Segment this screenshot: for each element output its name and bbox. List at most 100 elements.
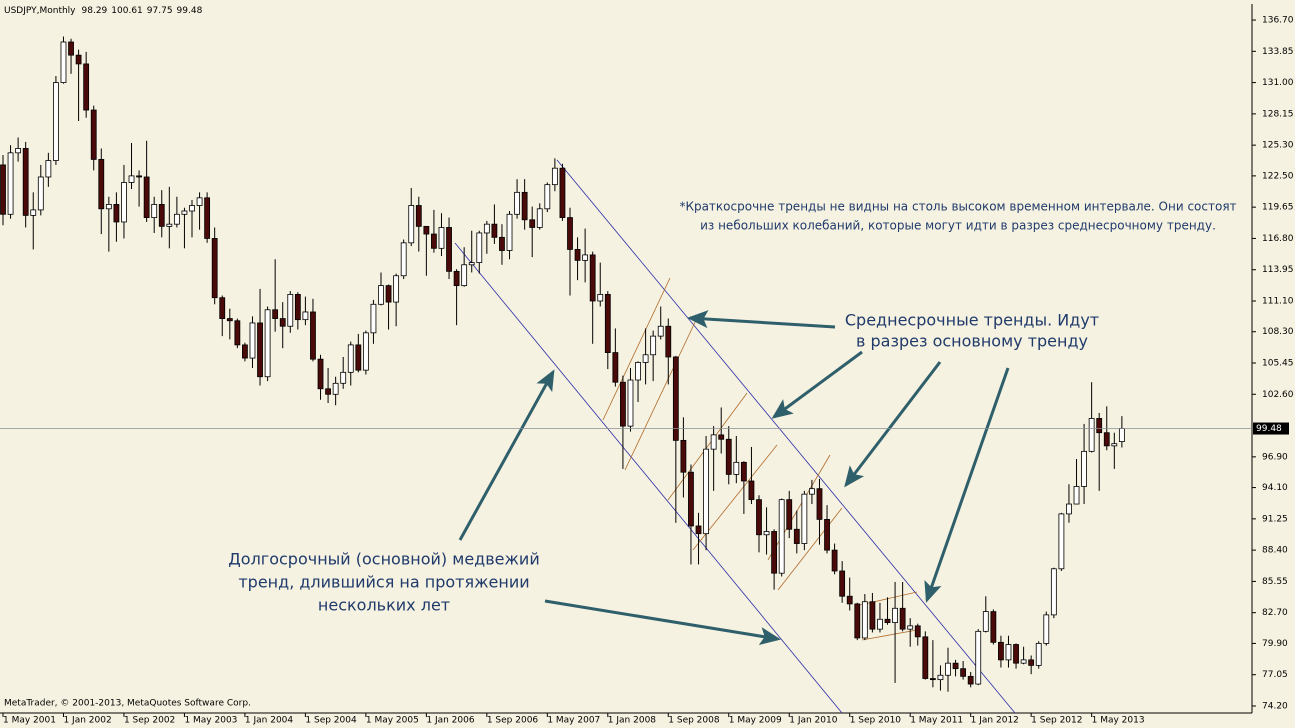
candle-body	[688, 471, 694, 527]
candle-body	[385, 285, 392, 303]
y-tick-label: 105.45	[1262, 359, 1294, 369]
y-tick-label: 77.05	[1262, 670, 1288, 680]
candle-body	[793, 528, 800, 544]
x-tick-label: 1 May 2005	[366, 716, 419, 726]
candle-body	[325, 388, 331, 395]
candle-body	[242, 344, 248, 359]
candle-body	[665, 325, 672, 358]
sub-channel-line	[861, 629, 918, 641]
candle-body	[143, 176, 150, 218]
candle-body	[158, 204, 165, 227]
candle-body	[642, 354, 649, 363]
symbol-title: USDJPY,Monthly	[4, 6, 76, 16]
candle-body	[778, 499, 785, 574]
arrow	[844, 361, 942, 488]
candle-body	[68, 41, 74, 56]
candle-body	[400, 242, 407, 277]
candle-body	[1103, 432, 1110, 447]
candle-body	[1081, 450, 1087, 487]
candle-body	[740, 461, 747, 482]
candle-body	[189, 205, 195, 212]
candle-body	[695, 525, 702, 535]
candle-body	[620, 381, 626, 427]
x-tick-label: 1 May 2009	[729, 716, 782, 726]
candle-body	[151, 204, 158, 218]
candle-body	[574, 249, 581, 261]
candle-body	[408, 205, 415, 244]
x-tick-label: 1 May 2013	[1092, 716, 1145, 726]
candle-body	[272, 309, 279, 319]
sub-channel-line	[777, 507, 843, 591]
candle-body	[922, 636, 929, 679]
candle-body	[846, 595, 853, 605]
x-tick-label: 1 Sep 2012	[1031, 716, 1082, 726]
y-tick-label: 128.15	[1262, 109, 1294, 119]
y-tick-label: 116.80	[1262, 234, 1294, 244]
x-tick-label: 1 Sep 2004	[305, 716, 357, 726]
x-tick-label: 1 Sep 2010	[850, 716, 902, 726]
candle-body	[166, 223, 173, 227]
x-tick-label: 1 Jan 2006	[426, 716, 474, 726]
candle-body	[960, 668, 967, 677]
candle-body	[612, 352, 619, 383]
candle-body	[861, 601, 868, 639]
candle-body	[937, 674, 944, 681]
candle-body	[824, 519, 830, 551]
candle-body	[929, 678, 936, 681]
candle-body	[733, 461, 740, 475]
arrow	[544, 599, 781, 645]
arrow	[924, 367, 1010, 603]
candle-body	[914, 625, 921, 638]
candle-body	[226, 318, 233, 322]
sub-channel-line	[667, 392, 748, 501]
candle-body	[173, 213, 180, 225]
candle-body	[967, 675, 974, 685]
candle-body	[483, 223, 490, 234]
candle-body	[567, 217, 573, 250]
candle-body	[1088, 418, 1095, 452]
candle-body	[756, 499, 762, 536]
y-tick-label: 94.10	[1262, 483, 1288, 493]
annotation: *Краткосрочне тренды не видны на столь в…	[679, 200, 1236, 214]
candle-body	[287, 294, 294, 327]
channel-line	[556, 159, 1016, 714]
candle-body	[423, 225, 430, 235]
candle-body	[672, 356, 679, 441]
arrow	[771, 350, 863, 419]
candle-body	[355, 344, 362, 371]
candle-body	[60, 41, 67, 83]
sub-channel-line	[624, 317, 698, 471]
candle-body	[415, 205, 422, 227]
x-tick-label: 1 May 2007	[547, 716, 600, 726]
candle-body	[310, 311, 316, 360]
x-tick-label: 1 Jan 2010	[789, 716, 837, 726]
annotation: в разрез основному тренду	[856, 332, 1088, 351]
candle-body	[1050, 568, 1057, 616]
candle-body	[718, 434, 725, 440]
candle-body	[476, 232, 483, 263]
candle-body	[1073, 486, 1080, 505]
candle-body	[589, 254, 596, 302]
candle-body	[551, 167, 558, 186]
last-open: 98.29	[82, 6, 108, 16]
x-tick-label: 1 Jan 2002	[63, 716, 111, 726]
candle-body	[453, 270, 460, 287]
current-price-box	[1253, 422, 1289, 435]
sub-channel-line	[859, 591, 918, 606]
x-tick-label: 1 Jan 2008	[608, 716, 656, 726]
candle-body	[597, 294, 604, 302]
candle-body	[279, 318, 286, 327]
last-close: 99.48	[177, 6, 203, 16]
candle-body	[725, 438, 732, 475]
y-tick-label: 122.50	[1262, 171, 1294, 181]
candle-body	[181, 210, 188, 215]
y-tick-label: 74.20	[1262, 701, 1288, 711]
candle-body	[446, 227, 452, 272]
annotation: Среднесрочные тренды. Идут	[845, 311, 1099, 330]
y-tick-label: 108.30	[1262, 327, 1294, 337]
candle-body	[347, 344, 354, 373]
candle-body	[0, 164, 6, 215]
sub-channel-line	[602, 277, 671, 421]
candle-body	[499, 236, 505, 251]
